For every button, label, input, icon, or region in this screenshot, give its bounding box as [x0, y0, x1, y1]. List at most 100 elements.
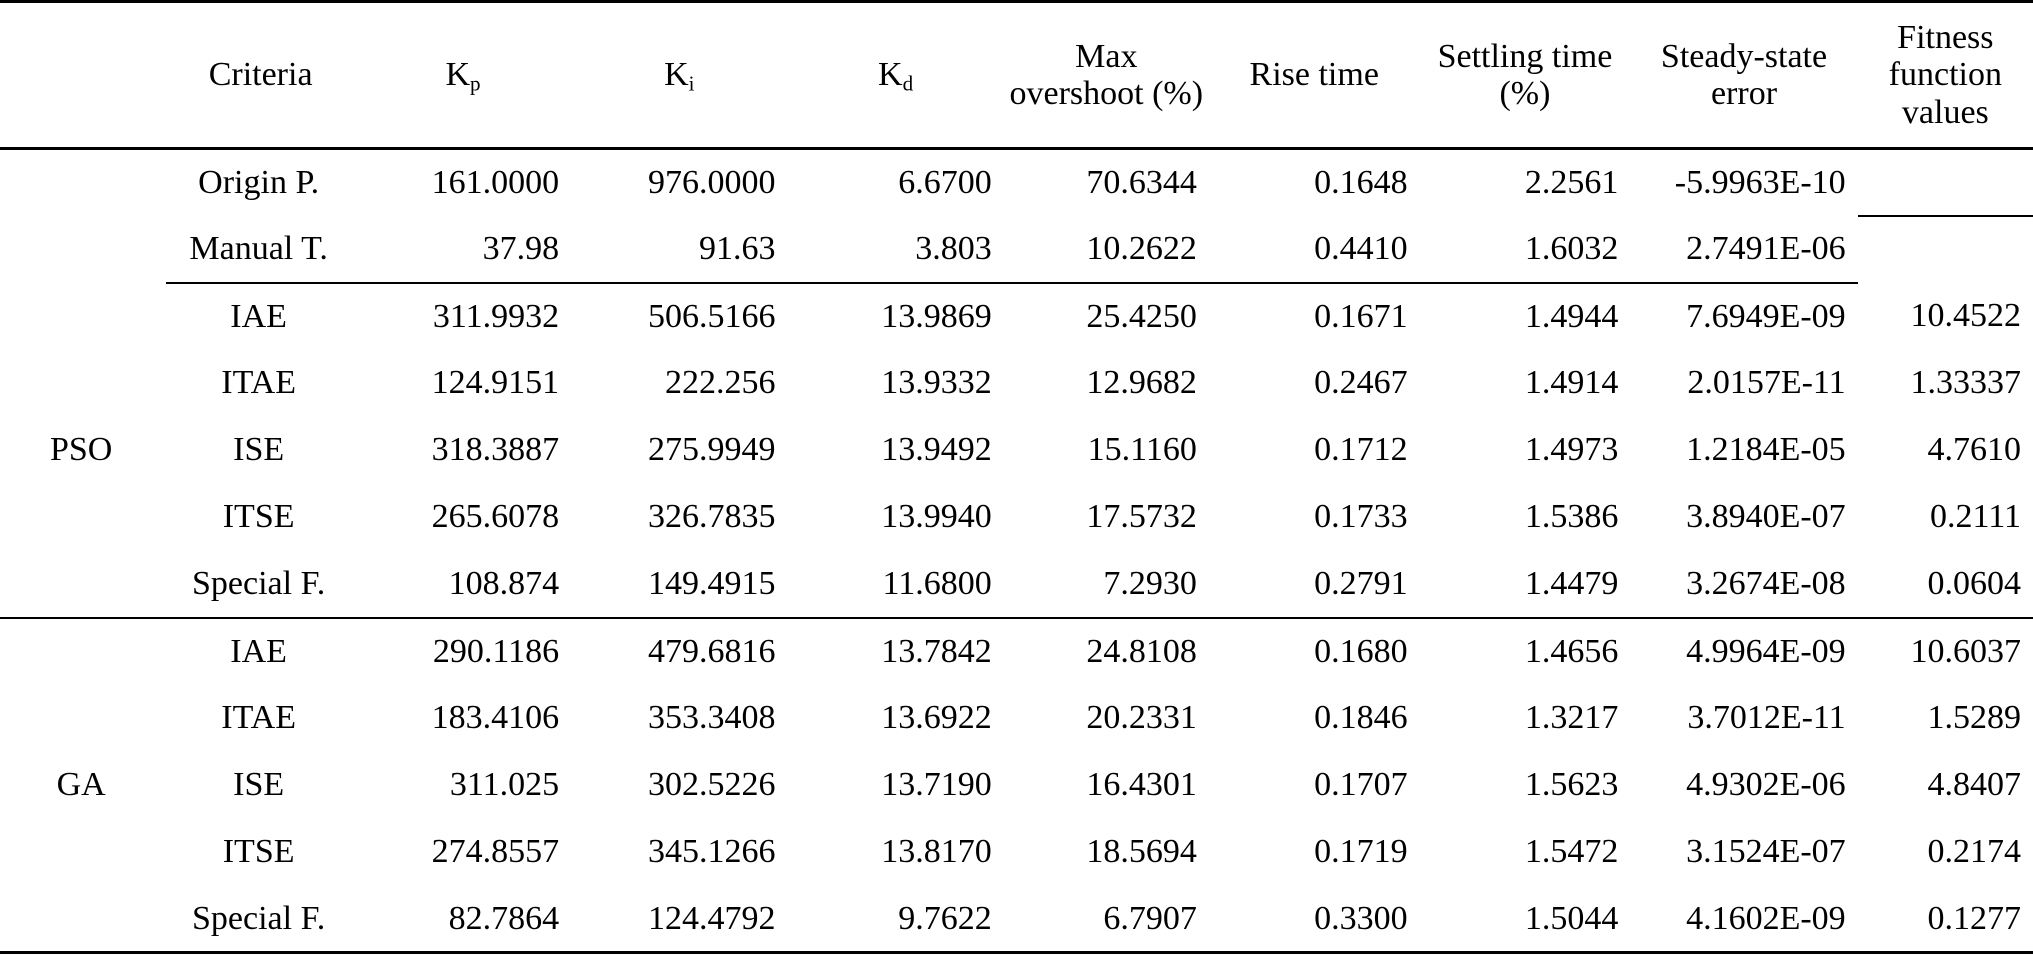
table-row: Special F. 108.874 149.4915 11.6800 7.29… [0, 550, 2033, 619]
kd-cell: 13.9940 [881, 498, 992, 536]
sse-cell: 3.8940E-07 [1686, 498, 1846, 536]
settling-time-cell: 1.6032 [1419, 215, 1631, 284]
rise-time-cell: 0.1648 [1314, 164, 1408, 202]
rise-time-cell: 0.2791 [1208, 550, 1420, 619]
kd-cell: 13.6922 [881, 699, 992, 737]
kp-cell: 37.98 [354, 215, 572, 284]
kp-cell: 311.025 [449, 766, 560, 804]
fitness-cell [1857, 214, 2033, 283]
settling-time-cell: 1.5386 [1524, 498, 1619, 536]
sse-cell: 4.9964E-09 [1686, 632, 1846, 670]
settling-time-cell: 1.4479 [1419, 550, 1631, 619]
method-cell [0, 149, 166, 216]
rise-time-cell: 0.1719 [1314, 833, 1408, 871]
sse-cell: 4.1602E-09 [1630, 885, 1858, 954]
fitness-cell: 0.2174 [1927, 833, 2022, 871]
overshoot-cell: 6.7907 [1003, 885, 1209, 954]
header-kd: Kd [787, 0, 1004, 150]
kd-cell: 9.7622 [787, 885, 1004, 954]
settling-time-cell: 1.4973 [1524, 431, 1619, 469]
kp-cell: 318.3887 [431, 431, 560, 469]
kp-cell: 290.1186 [432, 632, 560, 670]
sse-cell: 2.0157E-11 [1687, 364, 1846, 402]
rise-time-cell: 0.4410 [1208, 215, 1420, 284]
table-row: Manual T. 37.98 91.63 3.803 10.2622 0.44… [0, 214, 2033, 284]
overshoot-cell: 20.2331 [1086, 699, 1197, 737]
overshoot-cell: 25.4250 [1086, 297, 1197, 335]
kd-cell: 13.9492 [881, 431, 992, 469]
ki-cell: 976.0000 [647, 164, 776, 202]
criteria-cell: ITSE [222, 498, 295, 536]
settling-time-cell: 2.2561 [1524, 164, 1619, 202]
kp-cell: 82.7864 [354, 885, 572, 954]
overshoot-cell: 18.5694 [1086, 833, 1197, 871]
criteria-cell: IAE [230, 632, 287, 670]
fitness-cell: 4.7610 [1927, 431, 2022, 469]
criteria-cell: Special F. [166, 550, 355, 619]
criteria-cell: Origin P. [198, 164, 320, 202]
fitness-cell: 1.33337 [1910, 364, 2022, 402]
table-row: PSO IAE 311.9932 506.5166 13.9869 25.425… [0, 282, 2033, 619]
sse-cell: 3.2674E-08 [1630, 550, 1858, 619]
ki-cell: 479.6816 [647, 632, 776, 670]
kd-cell: 13.7190 [881, 766, 992, 804]
criteria-cell: ISE [233, 431, 285, 469]
kd-cell: 13.7842 [881, 632, 992, 670]
settling-time-cell: 1.3217 [1524, 699, 1619, 737]
ki-cell: 506.5166 [647, 297, 776, 335]
header-fitness-values: Fitness function values [1857, 0, 2033, 150]
settling-time-cell: 1.5044 [1419, 885, 1631, 954]
header-settling-time: Settling time (%) [1419, 0, 1631, 150]
ki-cell: 149.4915 [571, 550, 788, 619]
criteria-cell: ITAE [221, 699, 296, 737]
table-row: ITSE 274.8557 345.1266 13.8170 18.5694 0… [0, 819, 2033, 886]
overshoot-cell: 15.1160 [1087, 431, 1197, 469]
fitness-cell: 10.6037 [1910, 632, 2022, 670]
table-header: Criteria Kp Ki Kd Max overshoot (%) Rise… [0, 0, 2033, 150]
kd-cell: 13.9869 [881, 297, 992, 335]
rise-time-cell: 0.1712 [1314, 431, 1408, 469]
ki-cell: 326.7835 [647, 498, 776, 536]
fitness-cell: 1.5289 [1927, 699, 2022, 737]
table-row: ITAE 124.9151 222.256 13.9332 12.9682 0.… [0, 350, 2033, 417]
settling-time-cell: 1.4944 [1524, 297, 1619, 335]
sse-cell: 7.6949E-09 [1686, 297, 1846, 335]
kd-cell: 13.9332 [881, 364, 992, 402]
table-row: Special F. 82.7864 124.4792 9.7622 6.790… [0, 885, 2033, 954]
ki-cell: 91.63 [571, 215, 788, 284]
criteria-cell: ISE [233, 766, 285, 804]
method-label-pso: PSO [0, 282, 167, 619]
fitness-cell: 0.2111 [1930, 498, 2021, 536]
settling-time-cell: 1.5623 [1524, 766, 1619, 804]
settling-time-cell: 1.5472 [1524, 833, 1619, 871]
criteria-cell: Special F. [166, 885, 355, 954]
kp-cell: 124.9151 [431, 364, 560, 402]
ki-cell: 353.3408 [647, 699, 776, 737]
rise-time-cell: 0.1707 [1314, 766, 1408, 804]
rise-time-cell: 0.1671 [1314, 297, 1408, 335]
sse-cell: -5.9963E-10 [1674, 164, 1846, 202]
overshoot-cell: 10.2622 [1003, 215, 1209, 284]
table-row: ISE 311.025 302.5226 13.7190 16.4301 0.1… [0, 752, 2033, 819]
kd-cell: 13.8170 [881, 833, 992, 871]
fitness-cell: 10.4522 [1910, 297, 2022, 335]
method-cell [0, 216, 166, 283]
rise-time-cell: 0.1733 [1314, 498, 1408, 536]
header-kp: Kp [354, 0, 572, 150]
table-row: ITSE 265.6078 326.7835 13.9940 17.5732 0… [0, 484, 2033, 551]
fitness-cell: 0.1277 [1857, 885, 2033, 954]
header-criteria: Criteria [166, 0, 355, 150]
table-row: ISE 318.3887 275.9949 13.9492 15.1160 0.… [0, 417, 2033, 484]
criteria-cell: IAE [230, 297, 287, 335]
sse-cell: 1.2184E-05 [1686, 431, 1846, 469]
kp-cell: 161.0000 [431, 164, 560, 202]
overshoot-cell: 70.6344 [1086, 164, 1197, 202]
rise-time-cell: 0.1846 [1314, 699, 1408, 737]
ki-cell: 302.5226 [647, 766, 776, 804]
rise-time-cell: 0.3300 [1208, 885, 1420, 954]
rise-time-cell: 0.1680 [1314, 632, 1408, 670]
criteria-cell: Manual T. [166, 215, 355, 284]
ki-cell: 124.4792 [571, 885, 788, 954]
